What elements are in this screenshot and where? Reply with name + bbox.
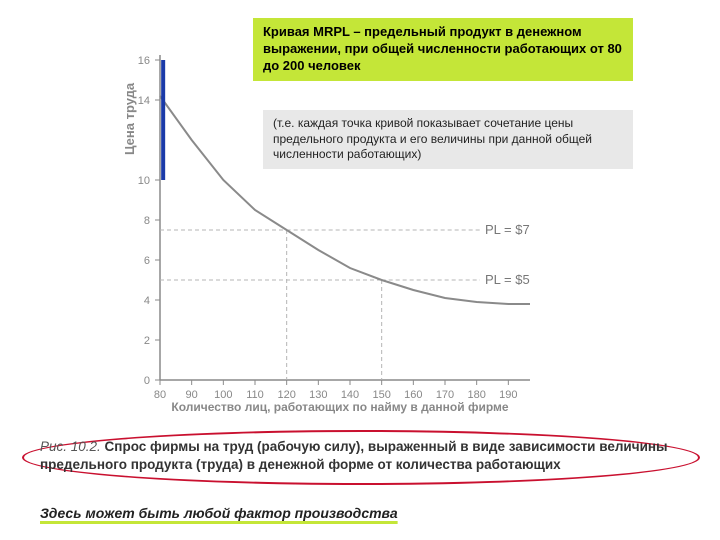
svg-text:180: 180 bbox=[467, 389, 485, 400]
svg-text:160: 160 bbox=[404, 389, 422, 400]
x-axis-label: Количество лиц, работающих по найму в да… bbox=[130, 400, 550, 414]
svg-text:16: 16 bbox=[138, 55, 150, 67]
svg-text:130: 130 bbox=[309, 389, 327, 400]
svg-text:80: 80 bbox=[154, 389, 166, 400]
svg-text:4: 4 bbox=[144, 295, 150, 307]
svg-text:120: 120 bbox=[277, 389, 295, 400]
svg-text:110: 110 bbox=[246, 389, 264, 400]
svg-text:190: 190 bbox=[499, 389, 517, 400]
svg-text:90: 90 bbox=[186, 389, 198, 400]
footer-note: Здесь может быть любой фактор производст… bbox=[40, 505, 398, 521]
caption-title: Спрос фирмы на труд (рабочую силу), выра… bbox=[40, 439, 668, 472]
svg-text:150: 150 bbox=[372, 389, 390, 400]
svg-text:6: 6 bbox=[144, 255, 150, 267]
svg-text:140: 140 bbox=[341, 389, 359, 400]
svg-text:170: 170 bbox=[436, 389, 454, 400]
svg-text:14: 14 bbox=[138, 95, 150, 107]
svg-text:100: 100 bbox=[214, 389, 232, 400]
caption-prefix: Рис. 10.2. bbox=[40, 439, 105, 454]
svg-text:PL = $7,50: PL = $7,50 bbox=[485, 222, 530, 237]
svg-text:2: 2 bbox=[144, 335, 150, 347]
figure-caption: Рис. 10.2. Спрос фирмы на труд (рабочую … bbox=[40, 438, 700, 474]
svg-text:0: 0 bbox=[144, 375, 150, 387]
mrp-chart: Цена труда 80901001101201301401501601701… bbox=[110, 40, 530, 400]
svg-text:PL = $5,00: PL = $5,00 bbox=[485, 272, 530, 287]
svg-text:8: 8 bbox=[144, 215, 150, 227]
svg-text:10: 10 bbox=[138, 175, 150, 187]
chart-svg: 8090100110120130140150160170180190200024… bbox=[110, 40, 530, 400]
